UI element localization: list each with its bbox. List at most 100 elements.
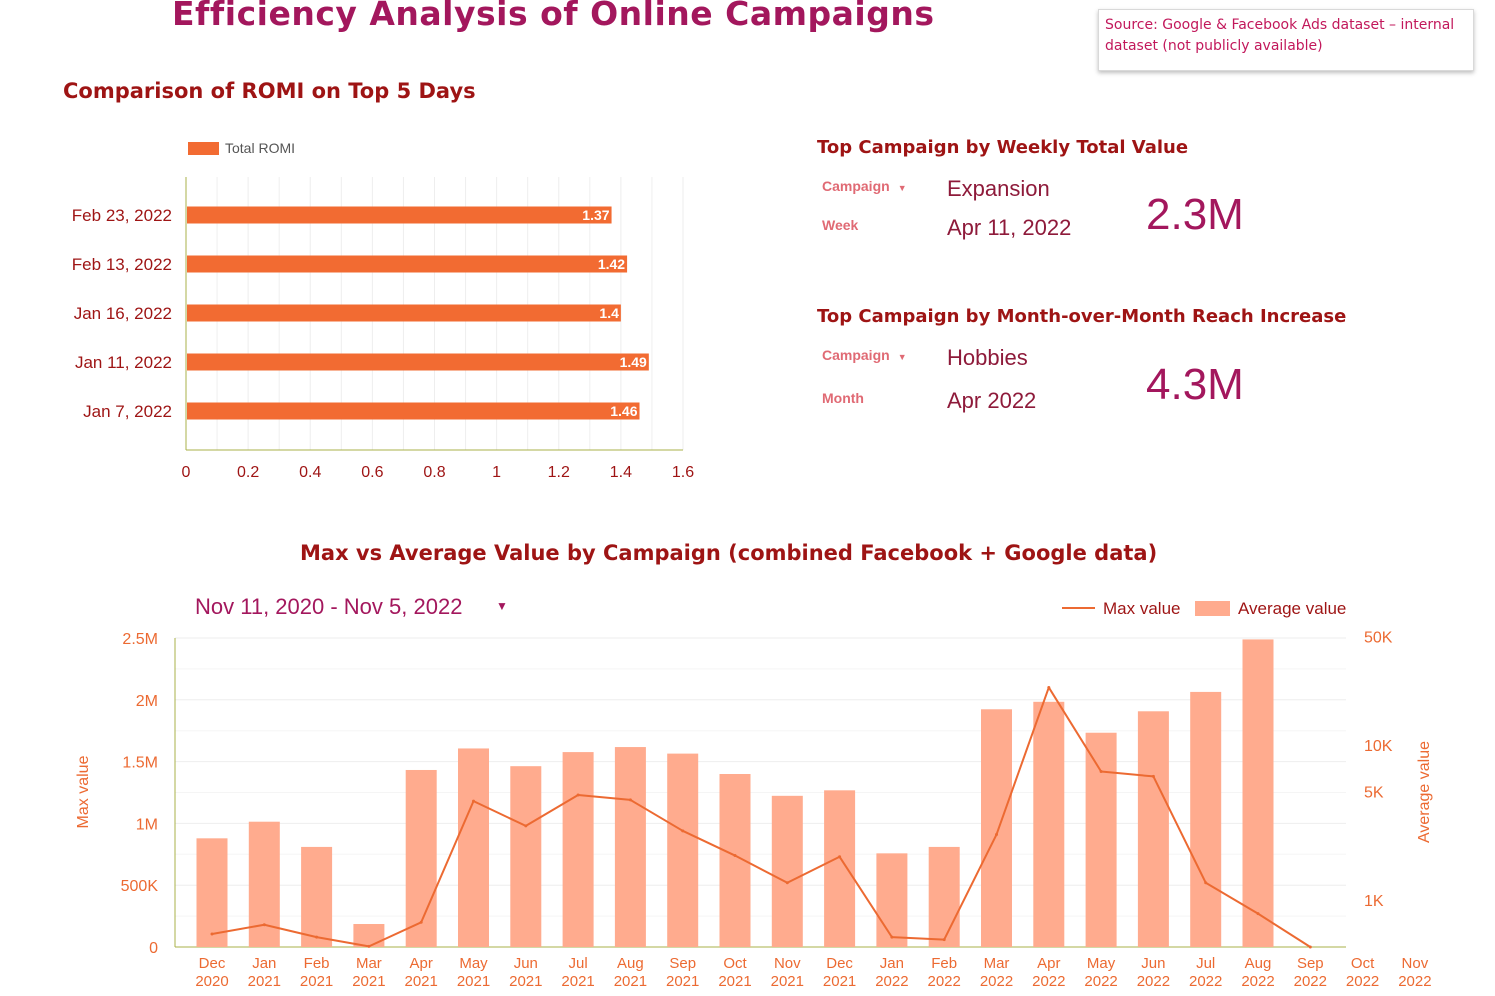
x-tick-month: Jun xyxy=(514,955,538,972)
chevron-down-icon[interactable]: ▼ xyxy=(496,599,508,613)
kpi2-month-label: Month xyxy=(822,390,864,406)
x-tick-month: Mar xyxy=(984,955,1010,972)
date-range-selector[interactable]: Nov 11, 2020 - Nov 5, 2022 xyxy=(195,594,463,619)
x-tick-month: Jul xyxy=(569,955,588,972)
x-tick-month: Jan xyxy=(880,955,904,972)
max-value-point xyxy=(942,938,946,942)
source-note: Source: Google & Facebook Ads dataset – … xyxy=(1098,9,1474,71)
x-tick-month: Feb xyxy=(304,955,330,972)
x-tick-year: 2021 xyxy=(352,973,385,990)
category-label: Jan 7, 2022 xyxy=(83,402,172,421)
average-value-bar xyxy=(614,747,646,947)
x-tick-year: 2021 xyxy=(457,973,490,990)
x-tick-month: Feb xyxy=(931,955,957,972)
kpi2-big-value: 4.3M xyxy=(1146,360,1244,409)
data-label: 1.49 xyxy=(620,354,647,370)
average-value-bar xyxy=(196,838,228,947)
x-tick-year: 2022 xyxy=(1189,973,1222,990)
average-value-bar xyxy=(1085,732,1117,947)
y-left-tick-label: 500K xyxy=(121,878,159,895)
x-tick-year: 2022 xyxy=(1241,973,1274,990)
average-value-bar xyxy=(667,753,699,947)
kpi1-campaign-filter[interactable]: Campaign ▼ xyxy=(822,178,907,194)
max-value-point xyxy=(1099,769,1103,773)
max-value-point xyxy=(210,932,214,936)
x-tick-year: 2021 xyxy=(666,973,699,990)
x-tick-year: 2021 xyxy=(771,973,804,990)
max-value-point xyxy=(995,833,998,837)
max-value-point xyxy=(315,935,319,939)
max-value-point xyxy=(890,935,894,939)
category-label: Feb 13, 2022 xyxy=(72,255,172,274)
x-tick-year: 2021 xyxy=(405,973,438,990)
x-tick-month: Jan xyxy=(252,955,276,972)
category-label: Jan 11, 2022 xyxy=(75,353,172,372)
max-value-line xyxy=(211,686,1311,948)
x-tick-label: 1.2 xyxy=(548,464,570,481)
x-tick-month: Oct xyxy=(723,955,747,972)
y-left-tick-label: 1.5M xyxy=(122,755,158,772)
average-value-bar xyxy=(353,924,385,947)
y-right-axis-title: Average value xyxy=(1416,741,1433,843)
max-value-point xyxy=(785,881,789,885)
kpi1-week-label: Week xyxy=(822,217,859,233)
x-tick-year: 2022 xyxy=(980,973,1013,990)
x-tick-label: 1.6 xyxy=(672,464,694,481)
kpi1-campaign-label: Campaign xyxy=(822,178,890,194)
romi-bar xyxy=(187,206,612,224)
x-tick-month: Sep xyxy=(1297,955,1324,972)
kpi2-title: Top Campaign by Month-over-Month Reach I… xyxy=(817,306,1347,327)
x-tick-year: 2021 xyxy=(300,973,333,990)
x-tick-year: 2021 xyxy=(248,973,281,990)
x-tick-year: 2021 xyxy=(718,973,751,990)
max-value-point xyxy=(576,793,580,797)
kpi2-campaign-filter[interactable]: Campaign ▼ xyxy=(822,347,907,363)
romi-bar xyxy=(187,402,640,420)
average-value-bar xyxy=(405,769,437,947)
kpi1-title: Top Campaign by Weekly Total Value xyxy=(817,137,1189,158)
romi-bar xyxy=(187,353,649,371)
x-tick-year: 2022 xyxy=(1294,973,1327,990)
legend-label-total-romi: Total ROMI xyxy=(225,140,295,156)
legend-label-max-value: Max value xyxy=(1103,599,1180,618)
average-value-bar xyxy=(510,766,542,947)
x-tick-year: 2022 xyxy=(1032,973,1065,990)
romi-bar xyxy=(187,255,628,273)
y-right-tick-label: 5K xyxy=(1364,785,1384,802)
average-value-bar xyxy=(981,709,1012,947)
data-label: 1.4 xyxy=(599,305,619,321)
kpi1-campaign-value: Expansion xyxy=(947,176,1050,201)
x-tick-month: Aug xyxy=(617,955,644,972)
category-label: Jan 16, 2022 xyxy=(74,304,172,323)
x-tick-label: 0 xyxy=(182,464,191,481)
max-value-point xyxy=(367,944,371,948)
max-value-point xyxy=(419,920,423,924)
x-tick-year: 2022 xyxy=(1346,973,1379,990)
y-right-tick-label: 50K xyxy=(1364,630,1393,647)
max-value-point xyxy=(838,855,842,859)
max-value-point xyxy=(262,923,266,927)
x-tick-month: May xyxy=(459,955,488,972)
x-tick-label: 0.8 xyxy=(423,464,445,481)
x-tick-label: 0.4 xyxy=(299,464,321,481)
x-tick-year: 2021 xyxy=(561,973,594,990)
x-tick-year: 2021 xyxy=(509,973,542,990)
y-left-tick-label: 2M xyxy=(136,693,158,710)
romi-bar xyxy=(187,304,621,322)
max-value-point xyxy=(472,799,475,803)
average-value-bar xyxy=(928,846,960,947)
romi-section-title: Comparison of ROMI on Top 5 Days xyxy=(63,79,476,103)
average-value-bar xyxy=(876,853,908,947)
x-tick-month: Jun xyxy=(1141,955,1165,972)
x-tick-year: 2021 xyxy=(614,973,647,990)
x-tick-year: 2022 xyxy=(928,973,961,990)
y-left-tick-label: 0 xyxy=(149,940,158,957)
kpi2-campaign-value: Hobbies xyxy=(947,345,1028,370)
y-right-tick-label: 10K xyxy=(1364,738,1393,755)
x-tick-year: 2022 xyxy=(875,973,908,990)
x-tick-month: Nov xyxy=(774,955,801,972)
average-value-bar xyxy=(562,752,594,947)
data-label: 1.37 xyxy=(582,207,609,223)
x-tick-label: 1.4 xyxy=(610,464,632,481)
y-left-tick-label: 1M xyxy=(136,816,158,833)
